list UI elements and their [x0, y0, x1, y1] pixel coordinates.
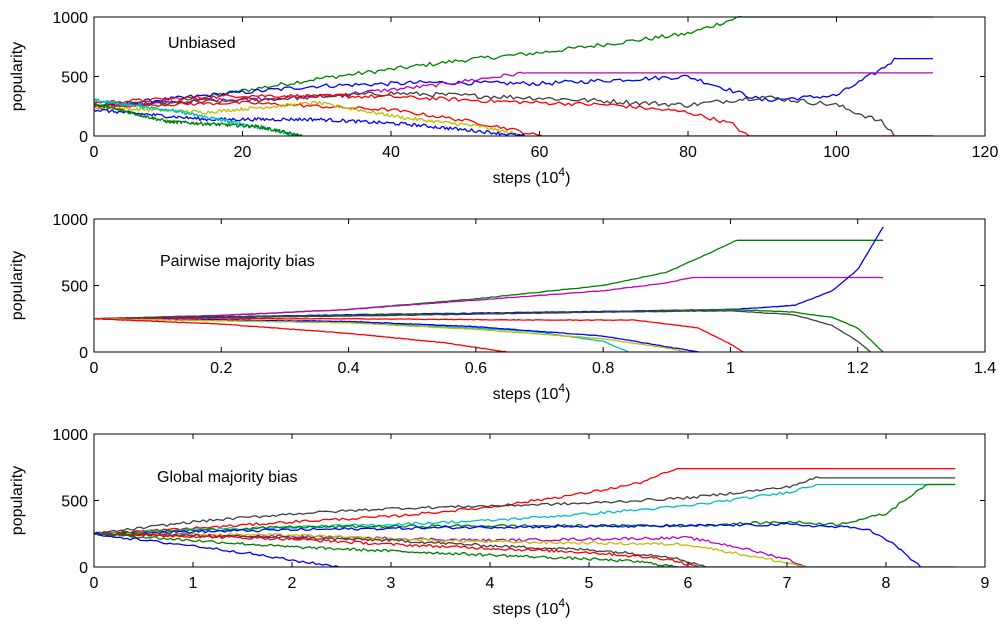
x-tick-label: 8: [882, 575, 891, 592]
x-tick-label: 40: [382, 144, 400, 161]
series-line-6: [94, 317, 744, 352]
x-tick-label: 5: [585, 575, 594, 592]
x-tick-label: 60: [531, 144, 549, 161]
x-tick-label: 7: [783, 575, 792, 592]
series-line-4: [94, 91, 933, 136]
x-tick-label: 2: [288, 575, 297, 592]
y-axis-label: popularity: [9, 466, 26, 535]
chart-title: Unbiased: [168, 35, 236, 52]
series-line-5: [94, 310, 871, 352]
x-tick-label: 80: [679, 144, 697, 161]
series-line-2: [94, 57, 933, 107]
x-axis-label-text: steps (10: [493, 386, 559, 403]
series-line-5: [94, 522, 922, 567]
chart-title: Global majority bias: [157, 469, 298, 486]
series-line-4: [94, 483, 956, 536]
x-tick-label: 0: [90, 575, 99, 592]
x-tick-label: 1: [726, 360, 735, 377]
x-axis-label-text: steps (10: [493, 601, 559, 618]
x-axis-label: steps (104): [493, 381, 571, 403]
chart-panel-1: 0 20 40 60 80 100 120 0 500 1000 steps (104) popula…: [9, 10, 998, 187]
y-tick-label: 1000: [52, 10, 88, 27]
series-line-2: [94, 276, 884, 320]
x-tick-label: 0: [90, 360, 99, 377]
x-axis-label: steps (104): [493, 596, 571, 618]
series-line-8: [94, 317, 699, 352]
series-line-9: [94, 318, 686, 352]
x-tick-label: 1.2: [847, 360, 869, 377]
series-line-8: [94, 532, 708, 567]
series-line-10: [94, 532, 679, 567]
series-line-5: [94, 93, 933, 136]
x-axis-label-exponent: 4: [558, 165, 565, 179]
series-line-10: [94, 318, 508, 352]
series-line-8: [94, 108, 526, 136]
chart-panel-2: 0 0.2 0.4 0.6 0.8 1 1.2 1.4 0 500 1000 steps (104) p…: [9, 212, 996, 403]
y-tick-label: 1000: [52, 427, 88, 444]
x-axis-label-exponent: 4: [558, 381, 565, 395]
x-axis-label-exponent: 4: [558, 596, 565, 610]
y-axis-label: popularity: [9, 42, 26, 111]
x-tick-label: 1.4: [974, 360, 996, 377]
x-tick-label: 1: [189, 575, 198, 592]
y-tick-label: 0: [79, 129, 88, 146]
series-line-6: [94, 100, 933, 136]
x-tick-label: 4: [486, 575, 495, 592]
series-group: [94, 467, 956, 567]
y-tick-label: 500: [61, 70, 88, 87]
x-axis-label: steps (104): [493, 165, 571, 187]
y-tick-label: 500: [61, 494, 88, 511]
series-line-9: [94, 532, 699, 567]
x-axis-label-close: ): [565, 386, 570, 403]
chart-title: Pairwise majority bias: [160, 253, 315, 270]
series-group: [94, 226, 884, 352]
x-tick-label: 20: [234, 144, 252, 161]
x-tick-label: 0.4: [337, 360, 359, 377]
x-axis-label-close: ): [565, 601, 570, 618]
x-axis-label-close: ): [565, 170, 570, 187]
series-line-10: [94, 103, 303, 136]
x-tick-label: 0: [90, 144, 99, 161]
x-tick-label: 0.6: [465, 360, 487, 377]
series-line-1: [94, 16, 933, 108]
series-line-3: [94, 483, 956, 535]
x-tick-label: 0.8: [592, 360, 614, 377]
x-tick-label: 6: [684, 575, 693, 592]
y-tick-label: 500: [61, 279, 88, 296]
series-line-2: [94, 476, 956, 535]
y-tick-label: 0: [79, 345, 88, 362]
series-line-3: [94, 71, 933, 110]
y-axis-label: popularity: [9, 251, 26, 320]
x-tick-label: 3: [387, 575, 396, 592]
y-tick-label: 1000: [52, 212, 88, 229]
series-line-1: [94, 467, 956, 535]
series-line-7: [94, 532, 808, 567]
y-tick-label: 0: [79, 560, 88, 577]
series-line-11: [94, 532, 956, 567]
x-tick-label: 9: [981, 575, 990, 592]
x-tick-label: 0.2: [210, 360, 232, 377]
x-axis-label-text: steps (10: [493, 170, 559, 187]
x-tick-label: 100: [823, 144, 850, 161]
x-tick-label: 120: [972, 144, 999, 161]
